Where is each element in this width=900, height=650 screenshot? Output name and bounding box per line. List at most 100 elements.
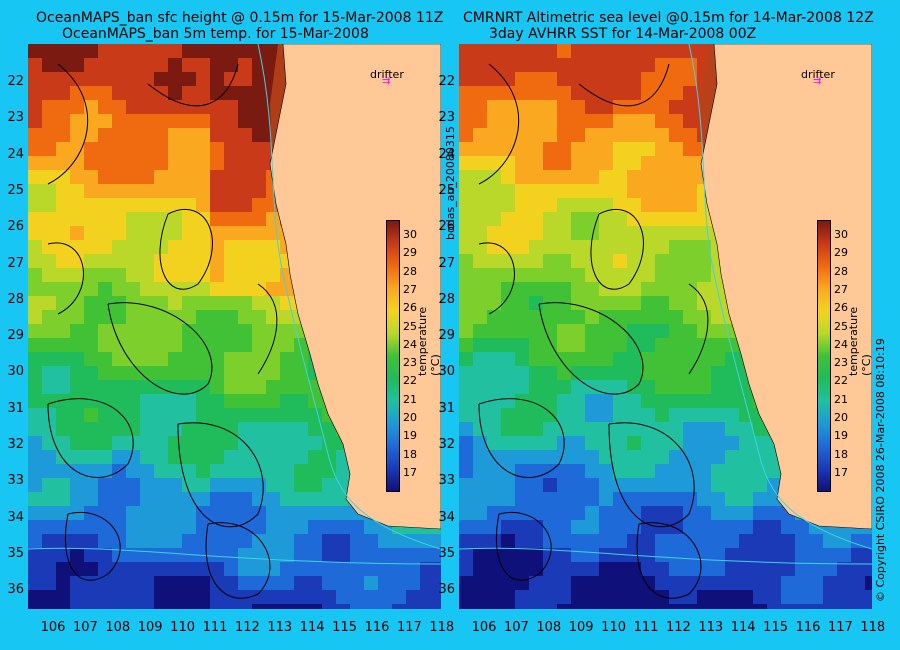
ssh-contour: [205, 522, 271, 599]
colorbar-tick-label: 27: [834, 282, 848, 296]
colorbar-tick-label: 20: [834, 411, 848, 424]
colorbar-tick-label: 27: [403, 282, 417, 296]
lat-tick-label: 25: [438, 182, 455, 198]
isobath-line: [257, 44, 441, 550]
colorbar-tick-label: 25: [403, 319, 417, 333]
colorbar-tick-label: 25: [834, 319, 848, 333]
ssh-contour: [688, 283, 709, 375]
right-title-line1: CMRNRT Altimetric sea level @0.15m for 1…: [463, 10, 874, 26]
colorbar-tick-label: 28: [403, 264, 417, 278]
lon-tick-label: 108: [536, 620, 562, 635]
lon-tick-label: 111: [633, 620, 659, 635]
lon-tick-label: 107: [72, 620, 98, 635]
left-map-panel: drifter ⇉ temperature (°C) 30 29 28 27 26 25 2…: [28, 44, 441, 609]
lon-tick-label: 116: [795, 620, 821, 635]
colorbar-tick-label: 26: [834, 301, 848, 315]
lat-tick-label: 32: [7, 437, 24, 452]
colorbar-tick-label: 19: [403, 429, 417, 443]
lon-tick-label: 106: [40, 620, 66, 635]
lat-tick-label: 36: [438, 582, 455, 598]
lat-tick-label: 34: [7, 509, 24, 525]
colorbar-tick-label: 17: [403, 465, 417, 479]
lon-tick-label: 113: [267, 620, 293, 635]
lon-tick-label: 117: [827, 620, 853, 635]
colorbar-tick-label: 18: [834, 447, 848, 461]
ssh-contour: [478, 242, 515, 315]
ssh-contour: [590, 208, 644, 290]
right-colorbar-label: temperature (°C): [847, 306, 872, 376]
lat-tick-label: 31: [438, 400, 455, 416]
lat-tick-label: 33: [7, 473, 24, 489]
left-drifter-label: drifter: [370, 68, 404, 81]
ssh-contour: [47, 398, 134, 478]
lon-tick-label: 110: [601, 620, 626, 635]
lat-tick-label: 34: [438, 509, 455, 525]
lat-tick-label: 32: [438, 437, 455, 452]
colorbar-tick-label: 22: [403, 374, 417, 388]
ssh-contour: [578, 63, 670, 107]
colorbar-tick-label: 23: [403, 356, 417, 370]
lon-tick-label: 108: [105, 620, 131, 635]
lat-tick-label: 30: [7, 364, 24, 380]
lon-tick-label: 110: [170, 620, 195, 635]
copyright-label: © Copyright CSIRO 2008 26-Mar-2008 08:10…: [874, 338, 887, 602]
ssh-contour: [478, 398, 565, 478]
colorbar-tick-label: 29: [403, 246, 417, 260]
colorbar-tick-label: 17: [834, 465, 848, 479]
lon-tick-label: 115: [332, 620, 357, 635]
lat-tick-label: 36: [7, 582, 24, 598]
colorbar-tick-label: 30: [403, 228, 417, 241]
lon-tick-label: 111: [202, 620, 228, 635]
lon-tick-label: 109: [137, 620, 163, 635]
right-colorbar: [817, 220, 831, 492]
lon-tick-label: 118: [429, 620, 455, 635]
colorbar-tick-label: 21: [403, 392, 417, 406]
colorbar-tick-label: 19: [834, 429, 848, 443]
lat-tick-label: 28: [438, 291, 455, 307]
ssh-contour: [159, 208, 213, 290]
colorbar-tick-label: 24: [403, 337, 417, 351]
colorbar-tick-label: 28: [834, 264, 848, 278]
lat-tick-label: 26: [438, 219, 455, 235]
left-title-line1: OceanMAPS_ban sfc height @ 0.15m for 15-…: [36, 10, 444, 26]
lat-tick-label: 23: [438, 110, 455, 126]
lat-tick-label: 22: [438, 74, 455, 89]
ssh-contour: [107, 302, 213, 395]
colorbar-tick-label: 22: [834, 374, 848, 388]
lat-tick-label: 24: [438, 146, 455, 162]
lon-tick-label: 114: [299, 620, 325, 635]
isobath-line: [28, 547, 441, 565]
ssh-contour: [636, 522, 702, 599]
ssh-contour: [47, 242, 84, 315]
lat-tick-label: 31: [7, 400, 24, 416]
lat-tick-label: 26: [7, 219, 24, 235]
right-drifter-label: drifter: [801, 68, 835, 81]
lat-tick-label: 24: [7, 146, 24, 162]
lat-tick-label: 33: [438, 473, 455, 489]
lon-tick-label: 115: [763, 620, 788, 635]
ssh-contour: [64, 512, 121, 581]
lon-tick-label: 107: [503, 620, 529, 635]
lat-tick-label: 28: [7, 291, 24, 307]
right-title-line2: 3day AVHRR SST for 14-Mar-2008 00Z: [489, 26, 757, 42]
lat-tick-label: 29: [7, 328, 24, 344]
lat-tick-label: 27: [7, 255, 24, 271]
ssh-contour: [257, 283, 278, 375]
lon-tick-label: 113: [698, 620, 724, 635]
ssh-contour: [478, 63, 520, 185]
left-drifter-marker-icon: ⇉: [382, 76, 391, 87]
right-map-panel: drifter ⇉ temperature (°C) 30 29 28 27 26 25 2…: [459, 44, 872, 609]
lon-tick-label: 114: [730, 620, 756, 635]
ssh-contour: [538, 302, 644, 395]
right-drifter-marker-icon: ⇉: [813, 76, 822, 87]
lat-tick-label: 27: [438, 255, 455, 271]
left-title-line2: OceanMAPS_ban 5m temp. for 15-Mar-2008: [62, 26, 369, 42]
lat-tick-label: 25: [7, 182, 24, 198]
ssh-contour: [177, 422, 264, 528]
colorbar-tick-label: 18: [403, 447, 417, 461]
isobath-line: [459, 547, 872, 565]
lat-tick-label: 29: [438, 328, 455, 344]
ssh-contour: [147, 63, 239, 107]
left-colorbar: [386, 220, 400, 492]
lon-tick-label: 106: [471, 620, 497, 635]
